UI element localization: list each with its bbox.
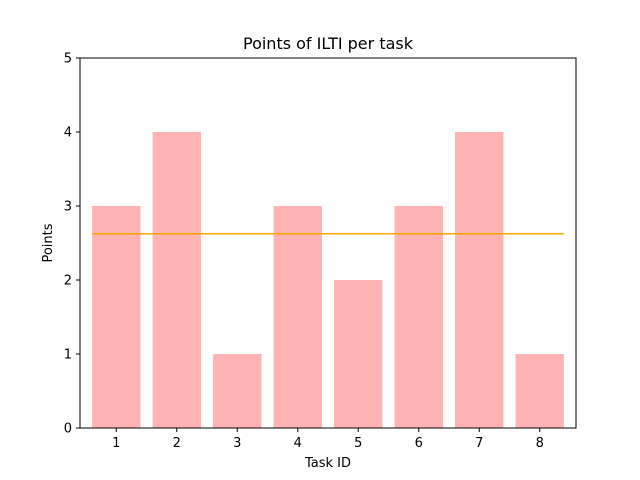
y-tick-label: 3 — [64, 200, 72, 215]
y-tick-label: 5 — [64, 52, 72, 67]
x-tick-label: 7 — [475, 436, 483, 451]
bar-task-7 — [455, 132, 504, 428]
bar-task-5 — [334, 280, 383, 428]
y-axis-label: Points — [41, 223, 56, 262]
y-axis: 0 1 2 3 4 5 — [64, 52, 80, 437]
x-tick-label: 6 — [415, 436, 423, 451]
y-tick-label: 2 — [64, 274, 72, 289]
x-tick-label: 4 — [294, 436, 302, 451]
bar-task-2 — [152, 132, 201, 428]
x-tick-label: 8 — [536, 436, 544, 451]
bar-task-6 — [394, 206, 443, 428]
y-tick-label: 0 — [64, 422, 72, 437]
x-tick-label: 5 — [354, 436, 362, 451]
bar-task-1 — [92, 206, 141, 428]
bar-task-8 — [515, 354, 564, 428]
plot-frame — [79, 57, 577, 429]
x-axis-label: Task ID — [304, 456, 351, 471]
x-tick-label: 3 — [233, 436, 241, 451]
x-tick-label: 1 — [112, 436, 120, 451]
y-tick-label: 4 — [64, 126, 72, 141]
bar-task-3 — [213, 354, 262, 428]
bar-task-4 — [273, 206, 322, 428]
bars-group — [92, 132, 564, 428]
chart-title: Points of ILTI per task — [243, 34, 414, 53]
x-tick-label: 2 — [173, 436, 181, 451]
y-tick-label: 1 — [64, 348, 72, 363]
x-axis: 1 2 3 4 5 6 7 8 — [112, 428, 544, 451]
